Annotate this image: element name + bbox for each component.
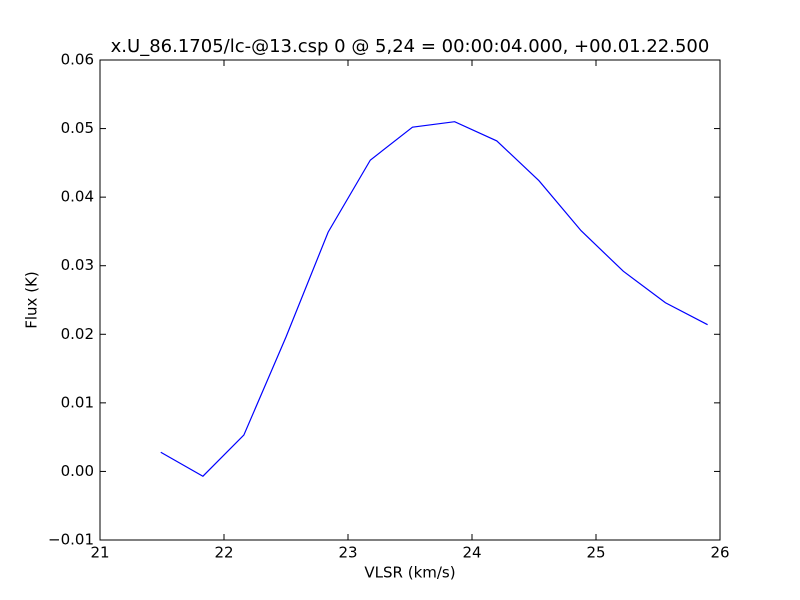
- y-tick-label: 0.01: [61, 393, 94, 411]
- y-tick-label: 0.04: [61, 188, 94, 206]
- y-tick-label: 0.06: [61, 51, 94, 69]
- y-tick-label: 0.03: [61, 256, 94, 274]
- y-tick-label: 0.05: [61, 119, 94, 137]
- line: [160, 121, 708, 477]
- y-tick-label: 0.02: [61, 325, 94, 343]
- x-axis-label: VLSR (km/s): [364, 564, 455, 582]
- plot-frame: [99, 59, 721, 541]
- x-tick-label: 25: [586, 544, 605, 562]
- x-tick-label: 23: [338, 544, 357, 562]
- x-tick-label: 26: [710, 544, 729, 562]
- y-tick-label: 0.00: [61, 462, 94, 480]
- x-tick-label: 24: [462, 544, 481, 562]
- x-tick-label: 22: [214, 544, 233, 562]
- y-axis-label: Flux (K): [23, 271, 41, 329]
- x-tick-label: 21: [90, 544, 109, 562]
- y-tick-label: −0.01: [48, 531, 94, 549]
- chart-title: x.U_86.1705/lc-@13.csp 0 @ 5,24 = 00:00:…: [111, 36, 710, 57]
